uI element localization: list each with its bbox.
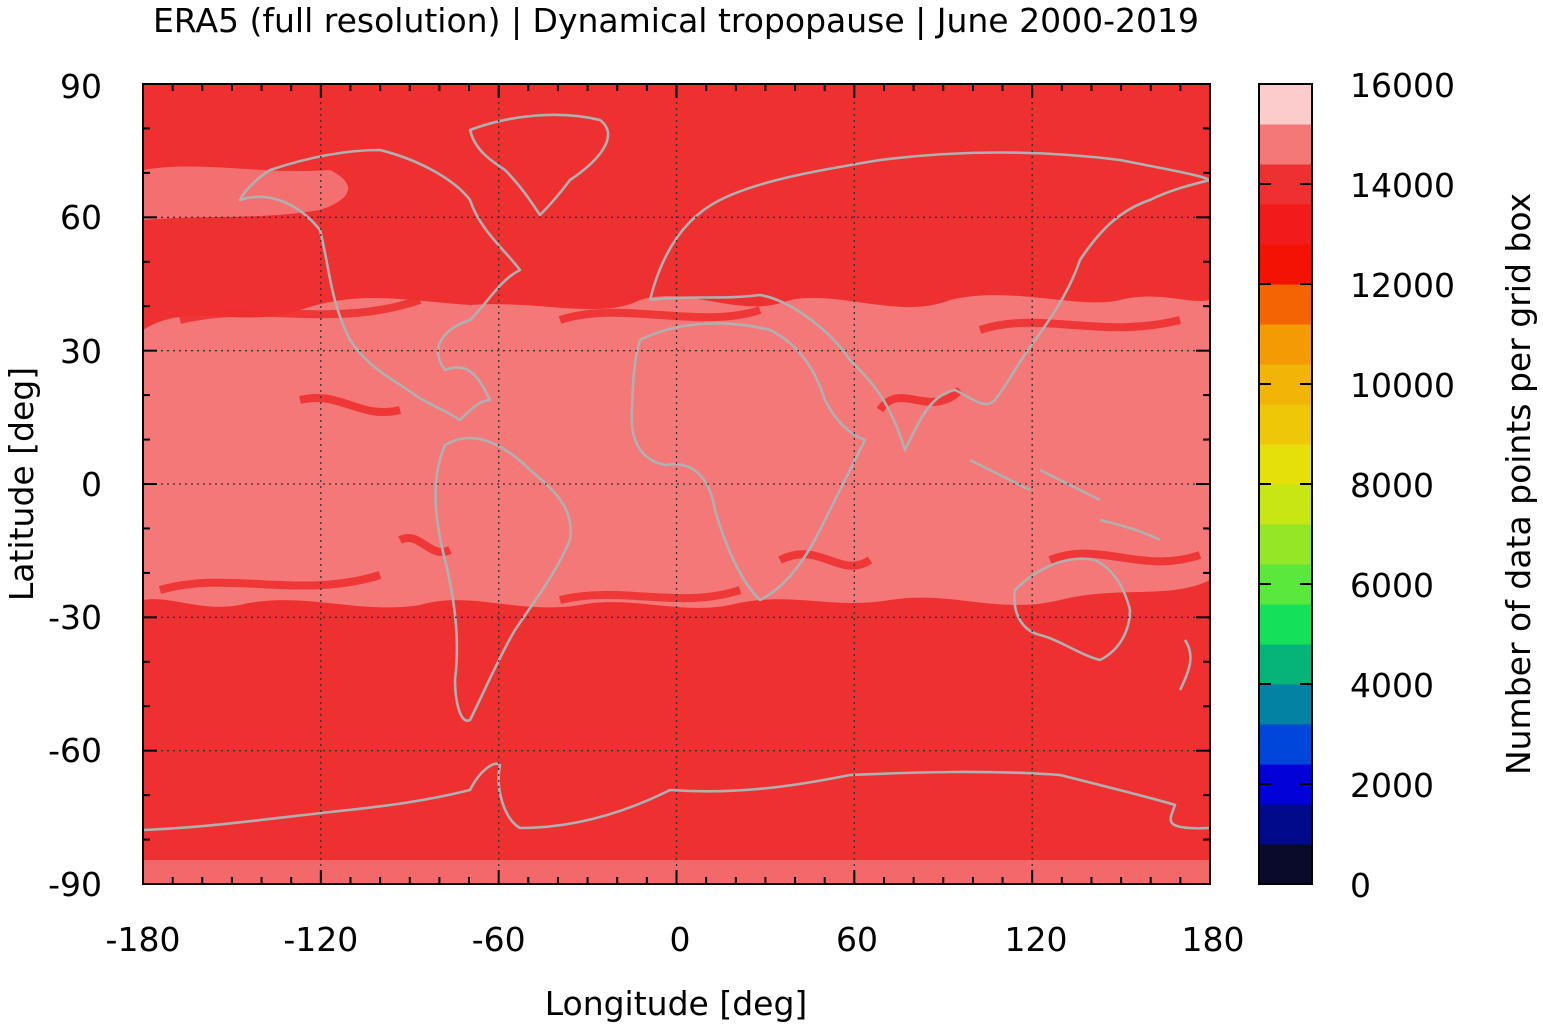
x-tick-label: 0: [670, 920, 691, 959]
y-tick-label: 60: [60, 198, 102, 237]
colorbar-tick-label: 6000: [1350, 566, 1434, 605]
colorbar-band: [1259, 284, 1312, 325]
colorbar-band: [1259, 604, 1312, 645]
colorbar-band: [1259, 204, 1312, 245]
x-axis-label: Longitude [deg]: [545, 984, 808, 1023]
colorbar-tick-labels: 16000 14000 12000 10000 8000 6000 4000 2…: [1350, 66, 1455, 905]
colorbar-band: [1259, 324, 1312, 365]
colorbar-band: [1259, 804, 1312, 845]
y-tick-label: -60: [48, 731, 102, 770]
x-tick-label: -60: [472, 920, 526, 959]
colorbar-band: [1259, 124, 1312, 165]
colorbar-band: [1259, 844, 1312, 885]
colorbar-band: [1259, 84, 1312, 125]
y-tick-label: 90: [60, 67, 102, 106]
colorbar-tick-label: 4000: [1350, 666, 1434, 705]
chart-title: ERA5 (full resolution) | Dynamical tropo…: [153, 1, 1199, 40]
y-tick-label: -90: [48, 865, 102, 904]
colorbar: [1259, 84, 1312, 885]
colorbar-tick-label: 10000: [1350, 366, 1455, 405]
y-tick-label: 0: [81, 465, 102, 504]
x-tick-label: 180: [1182, 920, 1245, 959]
colorbar-label: Number of data points per grid box: [1499, 193, 1538, 775]
colorbar-band: [1259, 724, 1312, 765]
colorbar-tick-label: 2000: [1350, 766, 1434, 805]
colorbar-tick-label: 0: [1350, 866, 1371, 905]
colorbar-band: [1259, 444, 1312, 485]
colorbar-band: [1259, 644, 1312, 685]
y-tick-marks: [143, 83, 1210, 885]
gridlines: [143, 84, 1210, 884]
x-tick-marks: [142, 84, 1211, 884]
colorbar-tick-label: 12000: [1350, 266, 1455, 305]
y-tick-labels: 90 60 30 0 -30 -60 -90: [48, 67, 102, 904]
coastlines: [143, 113, 1210, 832]
y-tick-label: 30: [60, 332, 102, 371]
colorbar-band: [1259, 684, 1312, 725]
x-tick-labels: -180 -120 -60 0 60 120 180: [106, 920, 1245, 959]
x-tick-label: 120: [1005, 920, 1068, 959]
colorbar-band: [1259, 484, 1312, 525]
storm-tracks-north: [179, 296, 1181, 416]
y-axis-label: Latitude [deg]: [2, 367, 41, 601]
colorbar-band: [1259, 404, 1312, 445]
y-tick-label: -30: [48, 598, 102, 637]
map-panel: [143, 84, 1210, 884]
x-tick-label: -180: [106, 920, 181, 959]
colorbar-tick-label: 8000: [1350, 466, 1434, 505]
colorbar-tick-label: 14000: [1350, 166, 1455, 205]
x-tick-label: -120: [283, 920, 358, 959]
x-tick-label: 60: [836, 920, 878, 959]
colorbar-tick-marks: [1259, 83, 1312, 885]
colorbar-tick-label: 16000: [1350, 66, 1455, 105]
storm-tracks-south: [158, 534, 1202, 604]
colorbar-band: [1259, 244, 1312, 285]
colorbar-band: [1259, 524, 1312, 565]
